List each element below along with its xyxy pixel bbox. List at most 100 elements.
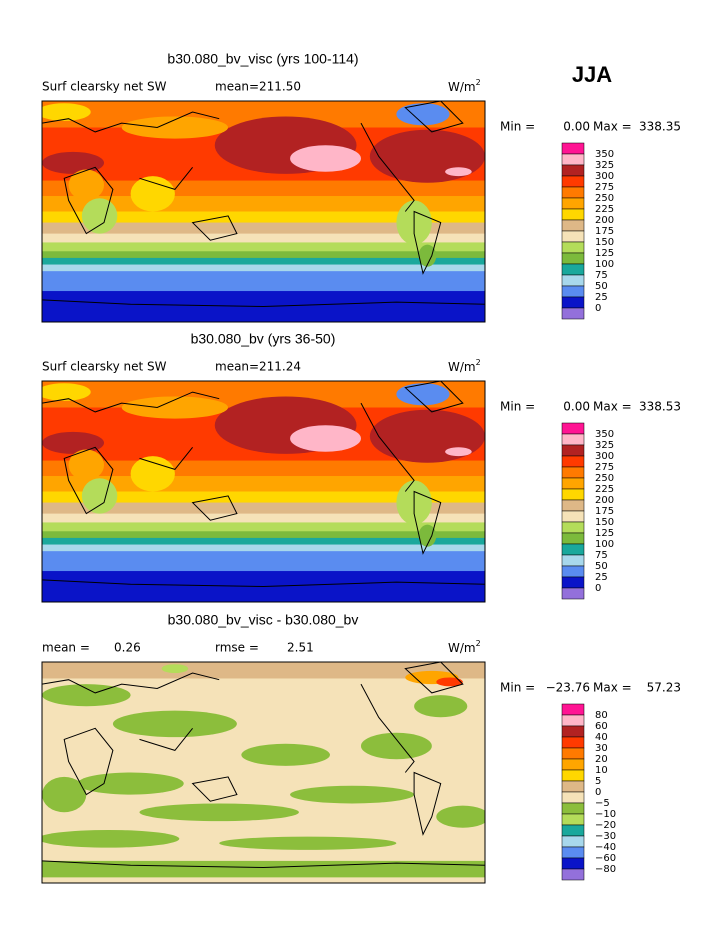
map-band bbox=[42, 271, 485, 293]
colorbar-box bbox=[561, 422, 585, 435]
colorbar-label: −20 bbox=[595, 820, 616, 831]
coastline bbox=[360, 683, 415, 773]
colorbar-label: 125 bbox=[595, 528, 614, 539]
min-label: Min = bbox=[500, 120, 535, 134]
map-region bbox=[418, 524, 437, 547]
colorbar-box bbox=[561, 175, 585, 188]
colorbar-label: 225 bbox=[595, 484, 614, 495]
stat-label: mean= bbox=[215, 360, 259, 374]
map-band bbox=[42, 531, 485, 539]
colorbar-box bbox=[561, 576, 585, 589]
map-band bbox=[42, 180, 485, 198]
max-value: 338.53 bbox=[639, 400, 681, 414]
colorbar-label: 100 bbox=[595, 259, 614, 270]
colorbar-label: −30 bbox=[595, 831, 616, 842]
units-text: W/m bbox=[448, 360, 476, 374]
units-text: W/m bbox=[448, 80, 476, 94]
coastline bbox=[404, 662, 464, 694]
colorbar-box bbox=[561, 780, 585, 793]
colorbar-label: 80 bbox=[595, 710, 608, 721]
colorbar-label: 100 bbox=[595, 539, 614, 550]
map bbox=[41, 661, 486, 884]
map-band bbox=[42, 662, 485, 679]
colorbar-label: 350 bbox=[595, 429, 614, 440]
colorbar-label: 275 bbox=[595, 182, 614, 193]
map-band bbox=[42, 211, 485, 224]
colorbar-box bbox=[561, 285, 585, 298]
colorbar-box bbox=[561, 197, 585, 210]
colorbar-label: 75 bbox=[595, 550, 608, 561]
colorbar-box bbox=[561, 532, 585, 545]
map-band bbox=[42, 571, 485, 602]
units: W/m2 bbox=[448, 358, 481, 374]
colorbar-box bbox=[561, 142, 585, 155]
coastline bbox=[63, 727, 114, 796]
colorbar-box bbox=[561, 736, 585, 749]
colorbar-label: 10 bbox=[595, 765, 608, 776]
colorbar-label: 0 bbox=[595, 303, 601, 314]
map-band bbox=[42, 233, 485, 244]
colorbar-label: 300 bbox=[595, 171, 614, 182]
colorbar-box bbox=[561, 164, 585, 177]
colorbar-box bbox=[561, 510, 585, 523]
coastline bbox=[42, 860, 485, 869]
stat-label: mean = bbox=[42, 641, 90, 655]
coastline bbox=[63, 446, 114, 515]
map-region bbox=[139, 803, 299, 822]
coastline bbox=[63, 166, 114, 235]
units-power: 2 bbox=[476, 639, 481, 648]
colorbar-box bbox=[561, 565, 585, 578]
coastline bbox=[413, 771, 442, 836]
colorbar-label: 0 bbox=[595, 583, 601, 594]
colorbar-label: 250 bbox=[595, 473, 614, 484]
map-band bbox=[42, 264, 485, 273]
map-band bbox=[42, 291, 485, 322]
map-region bbox=[396, 383, 450, 406]
stat-value: 211.24 bbox=[259, 360, 301, 374]
colorbar-box bbox=[561, 433, 585, 446]
map-region bbox=[360, 732, 432, 760]
colorbar-box bbox=[561, 230, 585, 243]
colorbar-box bbox=[561, 835, 585, 848]
coastline bbox=[413, 490, 442, 555]
map-fill bbox=[42, 662, 485, 883]
map-band bbox=[42, 502, 485, 515]
panel-title: b30.080_bv (yrs 36-50) bbox=[191, 331, 336, 347]
colorbar-box bbox=[561, 857, 585, 870]
map-region bbox=[445, 167, 472, 177]
coastline bbox=[191, 776, 238, 802]
colorbar-box bbox=[561, 587, 585, 600]
map-band bbox=[42, 522, 485, 533]
colorbar-box bbox=[561, 208, 585, 221]
map-region bbox=[436, 677, 463, 687]
map-band bbox=[42, 251, 485, 259]
stat-label: rmse = bbox=[215, 641, 259, 655]
colorbar-box bbox=[561, 274, 585, 287]
coastline bbox=[139, 166, 193, 190]
colorbar-box bbox=[561, 714, 585, 727]
colorbar-label: 60 bbox=[595, 721, 608, 732]
map bbox=[41, 380, 486, 603]
map-frame bbox=[41, 661, 486, 884]
map-region bbox=[112, 710, 237, 738]
colorbar-label: 25 bbox=[595, 572, 608, 583]
coastline bbox=[42, 111, 220, 133]
map-region bbox=[414, 695, 468, 718]
map-band bbox=[42, 860, 485, 878]
stat-value: 211.50 bbox=[259, 80, 301, 94]
colorbar-label: 325 bbox=[595, 160, 614, 171]
colorbar-label: 125 bbox=[595, 248, 614, 259]
colorbar-box bbox=[561, 543, 585, 556]
coastline bbox=[404, 381, 464, 413]
map-frame bbox=[41, 380, 486, 603]
map-region bbox=[42, 684, 131, 707]
colorbar-box bbox=[561, 252, 585, 265]
colorbar-label: 150 bbox=[595, 517, 614, 528]
map-fill bbox=[42, 381, 485, 602]
min-value: 0.00 bbox=[563, 120, 590, 134]
map-region bbox=[68, 169, 105, 201]
map-band bbox=[42, 544, 485, 553]
colorbar-box bbox=[561, 758, 585, 771]
map-band bbox=[42, 513, 485, 524]
map-region bbox=[42, 776, 87, 813]
